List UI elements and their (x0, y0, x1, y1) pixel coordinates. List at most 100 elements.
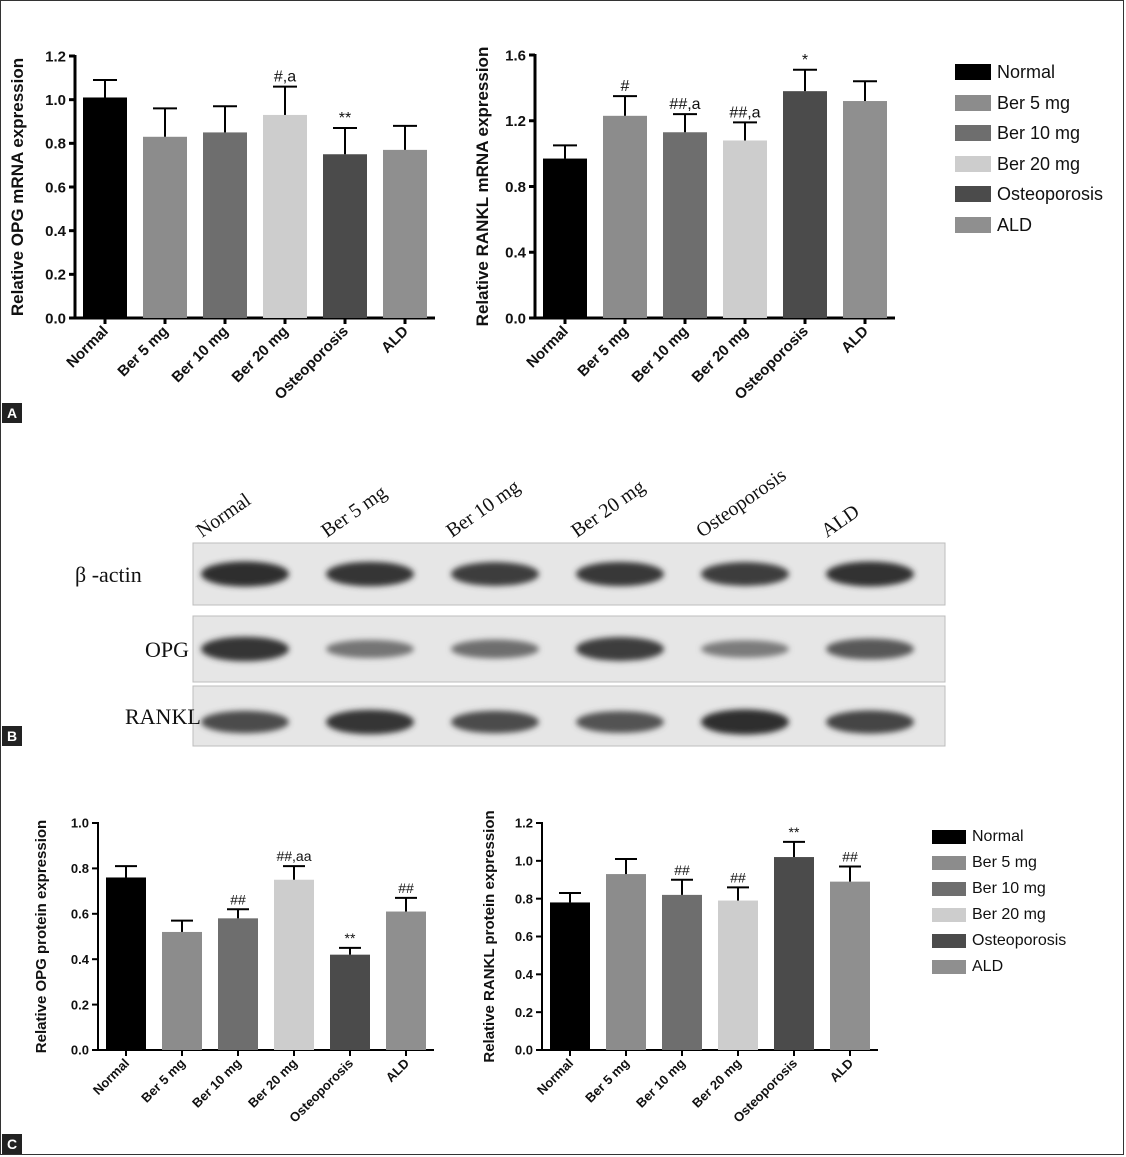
x-tick-label: ALD (383, 1056, 412, 1085)
significance-label: ## (674, 862, 690, 878)
legend-item: Normal (955, 60, 1120, 91)
legend-swatch (955, 64, 991, 80)
blot-band (701, 709, 789, 735)
panel-label-c: C (2, 1134, 22, 1154)
blot-row-label: OPG (145, 637, 189, 662)
bar (383, 149, 427, 318)
legend-label: Osteoporosis (997, 184, 1104, 204)
significance-label: ** (345, 930, 356, 946)
y-tick-label: 0.0 (515, 1043, 533, 1058)
y-tick-label: 0.4 (45, 223, 67, 240)
y-tick-label: 0.8 (71, 861, 89, 876)
bar (162, 931, 202, 1050)
bar (843, 101, 887, 319)
western-blot: Normal Ber 5 mg Ber 10 mg Ber 20 mg Osteopor… (75, 464, 946, 747)
lane-label: Ber 10 mg (442, 476, 524, 542)
legend-item: ALD (955, 213, 1120, 244)
x-tick-label: ALD (827, 1056, 856, 1085)
blot-band (451, 639, 539, 659)
x-tick-label: Ber 5 mg (114, 323, 171, 380)
legend-swatch (955, 216, 991, 233)
bar (662, 894, 702, 1050)
legend-item: Osteoporosis (932, 930, 1102, 956)
legend-item: Ber 20 mg (955, 152, 1120, 183)
y-tick-label: 0.6 (515, 929, 533, 944)
blot-band (826, 561, 914, 587)
legend-swatch (932, 856, 966, 870)
legend-label: ALD (997, 214, 1033, 235)
y-tick-label: 0.2 (45, 267, 66, 284)
x-tick-label: Ber 10 mg (189, 1055, 244, 1110)
blot-strip (192, 685, 946, 747)
bar (663, 132, 707, 318)
significance-label: ## (730, 869, 746, 885)
bar (83, 97, 127, 318)
y-tick-label: 1.0 (45, 92, 66, 109)
x-tick-label: ALD (378, 323, 412, 357)
blot-band (701, 562, 789, 586)
opg-protein-chart: 0.0 0.2 0.4 0.6 0.8 1.0 Relative OPG protein e… (33, 816, 434, 1125)
blot-row-label: β -actin (75, 562, 142, 587)
y-tick-label: 0.4 (505, 245, 527, 262)
x-tick-label: Ber 10 mg (169, 323, 232, 386)
significance-label: ## (842, 849, 858, 865)
legend-swatch (932, 882, 966, 896)
lane-label: Ber 5 mg (317, 481, 391, 542)
y-tick-label: 0.6 (45, 179, 66, 196)
y-axis-label: Relative OPG mRNA expression (8, 58, 27, 316)
bar (218, 918, 258, 1050)
y-tick-label: 0.8 (45, 136, 66, 153)
bar (606, 874, 646, 1050)
legend-swatch (955, 155, 991, 172)
y-tick-label: 1.6 (505, 47, 526, 64)
x-tick-label: ALD (838, 323, 872, 357)
blot-band (826, 638, 914, 660)
bar (263, 114, 307, 318)
panel-label-a: A (2, 403, 22, 423)
bar (106, 877, 146, 1050)
legend-label: Ber 5 mg (972, 854, 1037, 871)
y-tick-label: 0.0 (71, 1043, 89, 1058)
y-tick-label: 0.8 (505, 179, 526, 196)
x-tick-label: Ber 20 mg (229, 323, 292, 386)
significance-label: ##,aa (276, 848, 311, 864)
legend-mrna: Normal Ber 5 mg Ber 10 mg Ber 20 mg Osteopor… (955, 60, 1120, 240)
y-tick-label: 0.2 (515, 1005, 533, 1020)
legend-item: Ber 5 mg (955, 91, 1120, 122)
x-tick-label: Normal (523, 323, 572, 372)
x-tick-label: Ber 20 mg (689, 1055, 744, 1110)
blot-band (576, 711, 664, 733)
bar (203, 132, 247, 318)
bar (830, 881, 870, 1050)
legend-swatch (932, 934, 966, 948)
legend-label: Ber 20 mg (972, 906, 1046, 923)
y-tick-label: 1.2 (515, 816, 533, 831)
x-tick-label: Normal (90, 1056, 132, 1098)
bar (143, 136, 187, 318)
bar (723, 140, 767, 318)
bar (603, 115, 647, 318)
legend-label: Normal (972, 828, 1024, 845)
blot-band (576, 637, 664, 661)
blot-band (326, 639, 414, 659)
bar (386, 911, 426, 1050)
blot-band (201, 636, 289, 662)
legend-label: Osteoporosis (972, 932, 1067, 949)
y-tick-label: 0.4 (515, 967, 534, 982)
lane-label: Osteoporosis (692, 464, 790, 542)
significance-label: ** (339, 110, 351, 127)
bar (550, 902, 590, 1050)
legend-protein: Normal Ber 5 mg Ber 10 mg Ber 20 mg Osteopor… (932, 826, 1102, 986)
x-tick-label: Ber 10 mg (629, 323, 692, 386)
blot-band (326, 561, 414, 587)
y-tick-label: 0.0 (505, 310, 526, 327)
bar (323, 154, 367, 318)
legend-item: Ber 5 mg (932, 852, 1102, 878)
legend-swatch (932, 830, 966, 844)
y-tick-label: 0.8 (515, 891, 533, 906)
legend-swatch (932, 960, 966, 974)
blot-band (451, 710, 539, 734)
y-tick-label: 0.0 (45, 310, 66, 327)
bar (543, 158, 587, 318)
